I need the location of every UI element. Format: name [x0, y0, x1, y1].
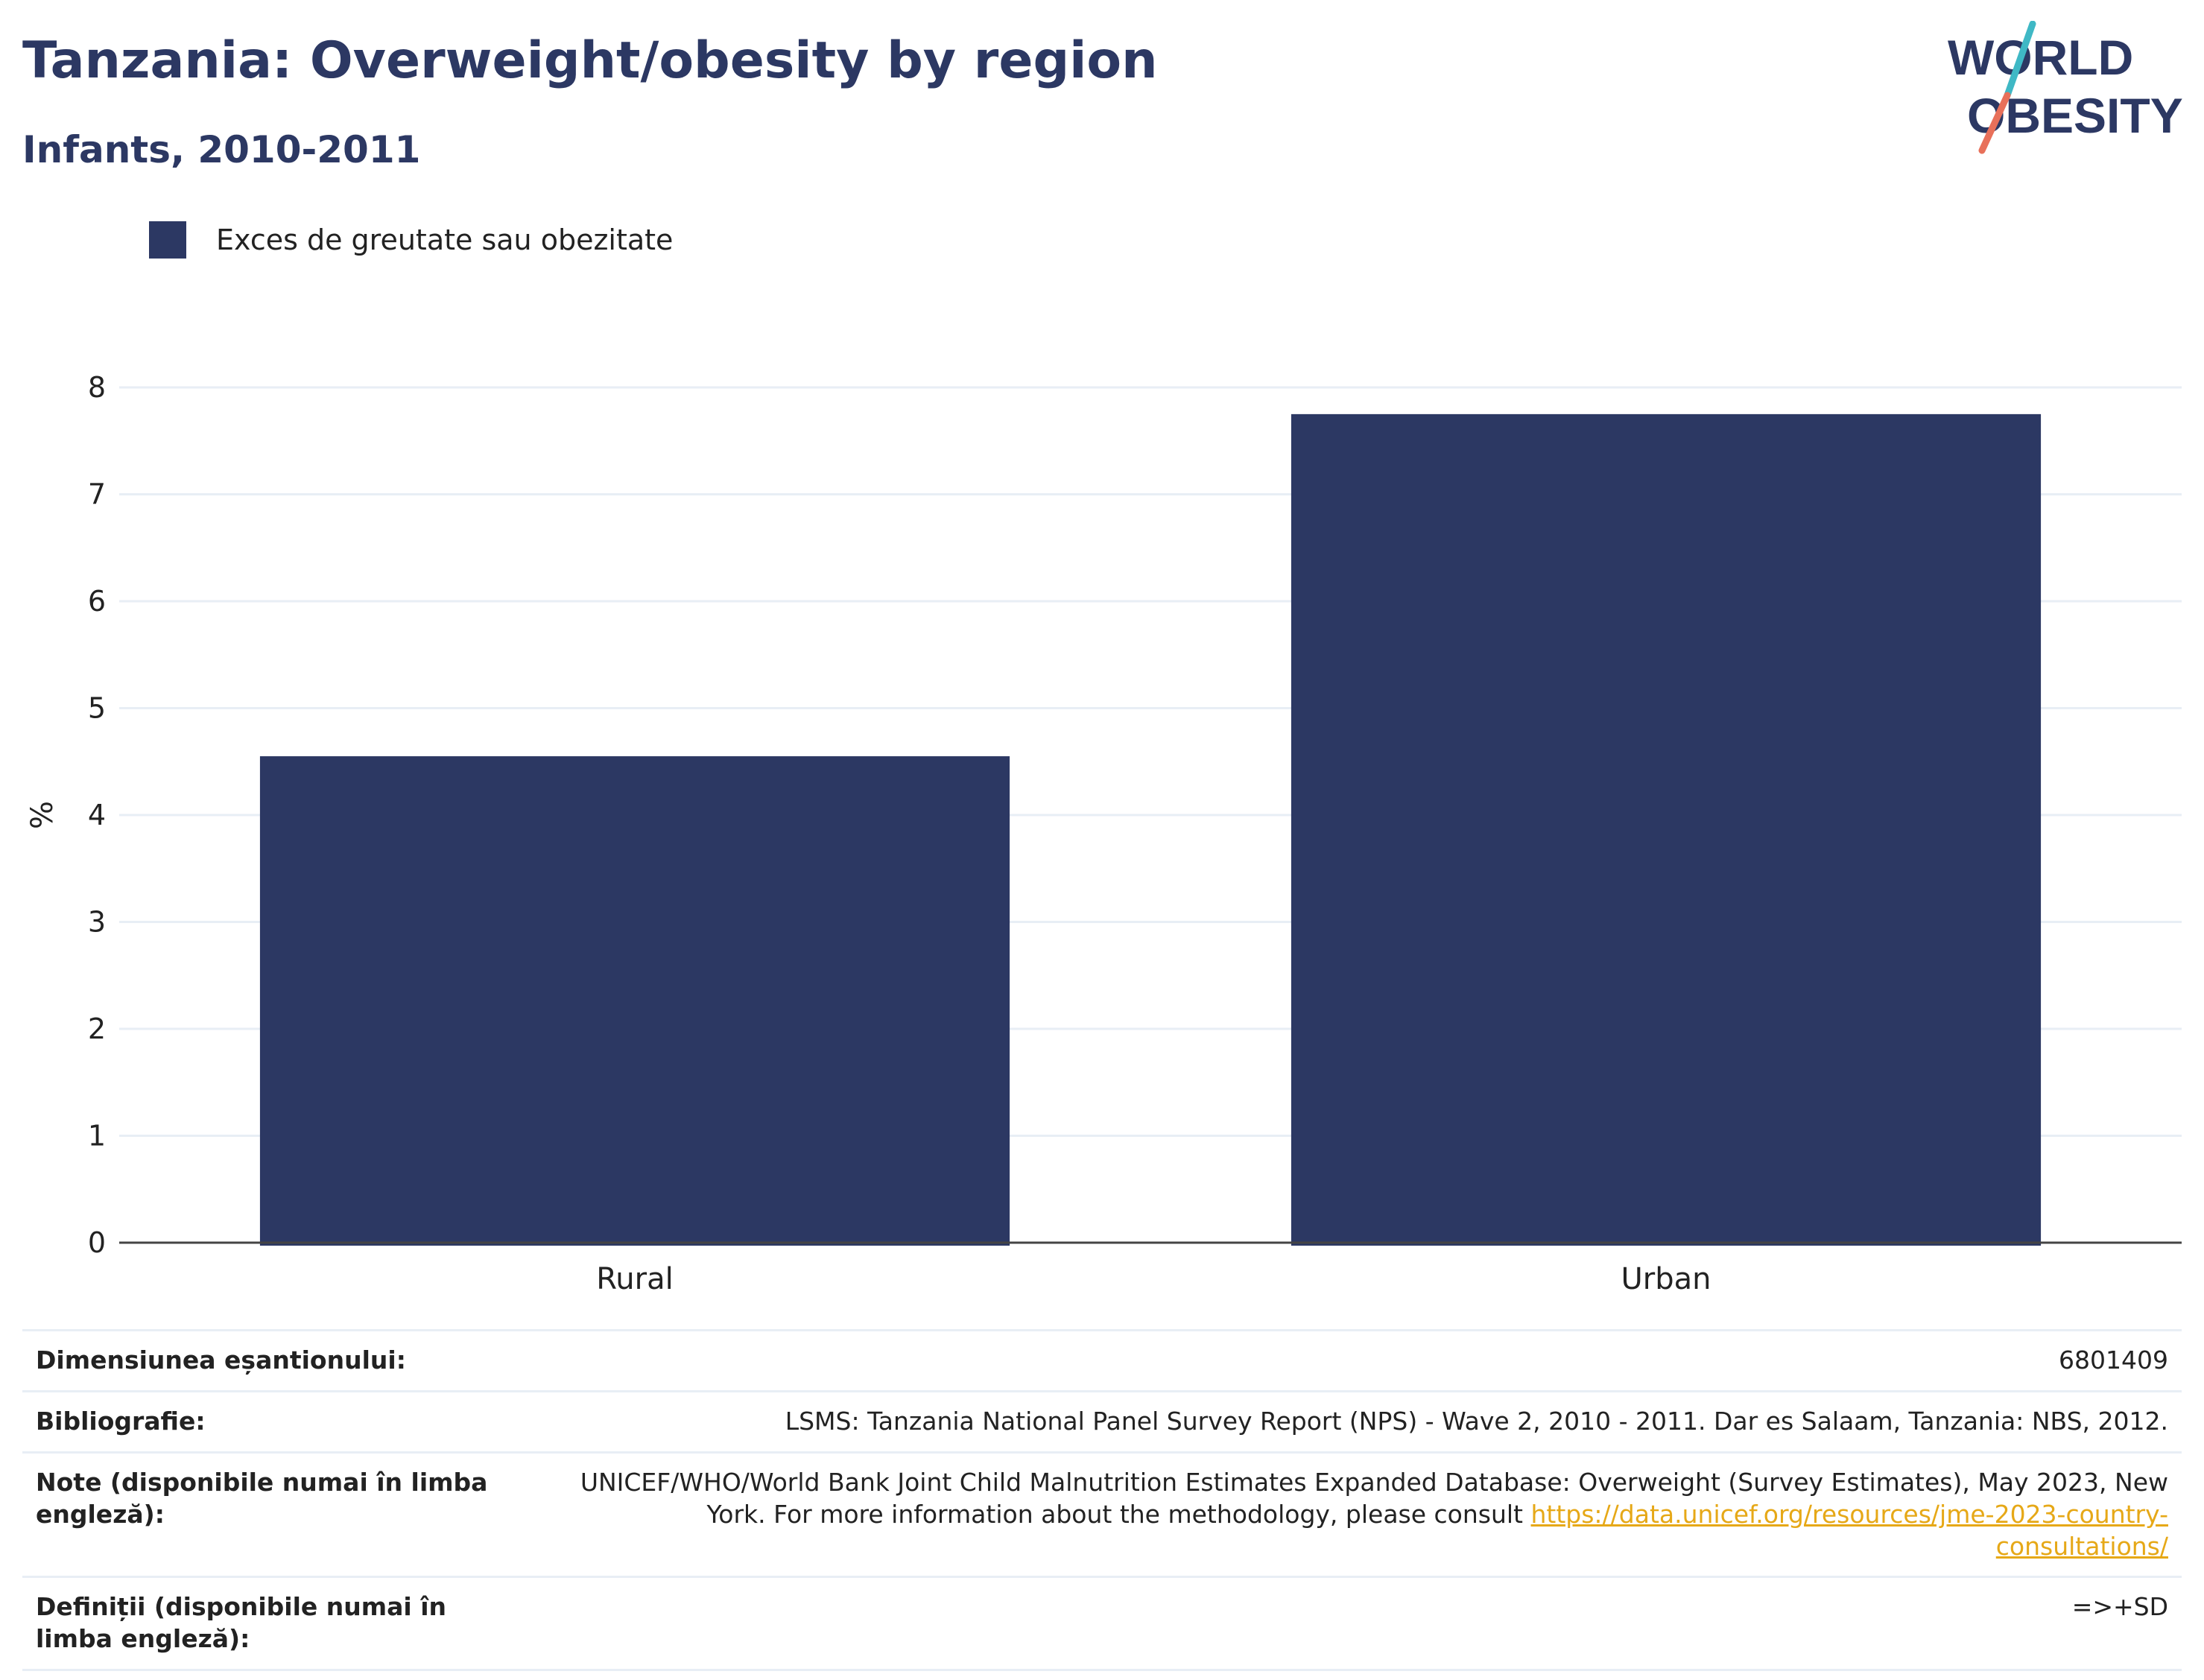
- bibliography-row: Bibliografie: LSMS: Tanzania National Pa…: [22, 1389, 2182, 1453]
- page-subtitle: Infants, 2010-2011: [22, 128, 421, 171]
- bar-urban: [1291, 413, 2042, 1246]
- y-tick-label: 5: [88, 692, 106, 725]
- x-tick-label: Urban: [1621, 1262, 1711, 1296]
- definitions-value: =>+SD: [526, 1576, 2182, 1672]
- notes-value: UNICEF/WHO/World Bank Joint Child Malnut…: [580, 1467, 2168, 1529]
- bar-chart: 0 1 2 3 4 5 6 7 8% Rural Urban: [25, 371, 2182, 1296]
- sample-size-row: Dimensiunea eșantionului: 6801409: [22, 1329, 2182, 1392]
- chart-legend: Exces de greutate sau obezitate: [149, 221, 673, 259]
- notes-label: Note (disponibile numai în limba engleză…: [22, 1451, 526, 1577]
- y-tick-label: 4: [88, 799, 106, 831]
- bar-rural: [259, 756, 1010, 1246]
- svg-text:WORLD: WORLD: [1948, 30, 2133, 85]
- page-title: Tanzania: Overweight/obesity by region: [22, 31, 1158, 90]
- x-tick-label: Rural: [596, 1262, 673, 1296]
- metadata-table: Dimensiunea eșantionului: 6801409 Biblio…: [22, 1329, 2182, 1672]
- definitions-row: Definiții (disponibile numai în limba en…: [22, 1576, 2182, 1672]
- y-tick-label: 7: [88, 478, 106, 511]
- y-axis-label: %: [25, 801, 60, 829]
- legend-label: Exces de greutate sau obezitate: [216, 224, 674, 256]
- y-tick-label: 2: [88, 1012, 106, 1045]
- definitions-label: Definiții (disponibile numai în limba en…: [22, 1576, 526, 1672]
- y-tick-label: 3: [88, 906, 106, 939]
- notes-cell: UNICEF/WHO/World Bank Joint Child Malnut…: [526, 1451, 2182, 1577]
- y-tick-label: 1: [88, 1120, 106, 1153]
- y-tick-label: 8: [88, 371, 106, 404]
- methodology-link[interactable]: https://data.unicef.org/resources/jme-20…: [1530, 1499, 2169, 1561]
- y-tick-label: 0: [88, 1226, 106, 1259]
- legend-swatch: [149, 221, 186, 259]
- bibliography-value: LSMS: Tanzania National Panel Survey Rep…: [526, 1389, 2182, 1453]
- notes-row: Note (disponibile numai în limba engleză…: [22, 1451, 2182, 1577]
- sample-size-value: 6801409: [526, 1329, 2182, 1392]
- bibliography-label: Bibliografie:: [22, 1389, 526, 1453]
- world-obesity-logo: WORLD OBESITY: [1948, 21, 2183, 154]
- sample-size-label: Dimensiunea eșantionului:: [22, 1329, 526, 1392]
- y-tick-label: 6: [88, 585, 106, 618]
